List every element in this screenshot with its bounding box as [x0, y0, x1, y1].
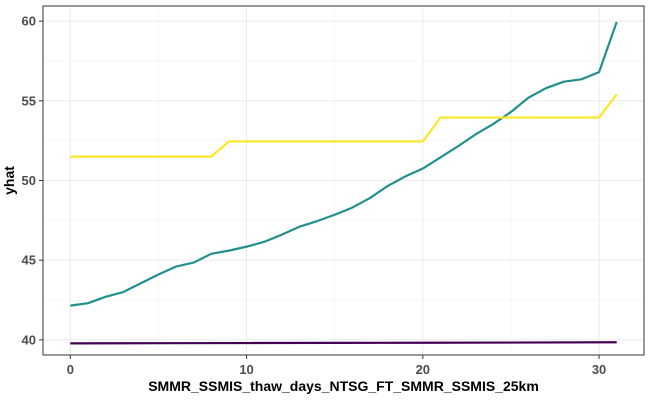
- y-tick-label: 40: [22, 332, 36, 347]
- y-tick-label: 55: [22, 93, 36, 108]
- x-tick-label: 10: [239, 362, 253, 377]
- x-tick-label: 30: [592, 362, 606, 377]
- series-line-1: [70, 21, 618, 307]
- series-line-2: [70, 93, 618, 158]
- series-line-3: [70, 341, 617, 345]
- x-tick-label: 0: [67, 362, 74, 377]
- grid: [43, 6, 644, 355]
- y-axis-title: yhat: [1, 166, 17, 195]
- x-axis-title: SMMR_SSMIS_thaw_days_NTSG_FT_SMMR_SSMIS_…: [148, 378, 539, 394]
- y-tick-label: 45: [22, 253, 36, 268]
- y-tick-label: 60: [22, 14, 36, 29]
- y-tick-label: 50: [22, 173, 36, 188]
- axis-ticks: 0 10 20 30 40 45 50 55 60: [22, 14, 607, 377]
- series-lines: [70, 21, 618, 345]
- x-tick-label: 20: [416, 362, 430, 377]
